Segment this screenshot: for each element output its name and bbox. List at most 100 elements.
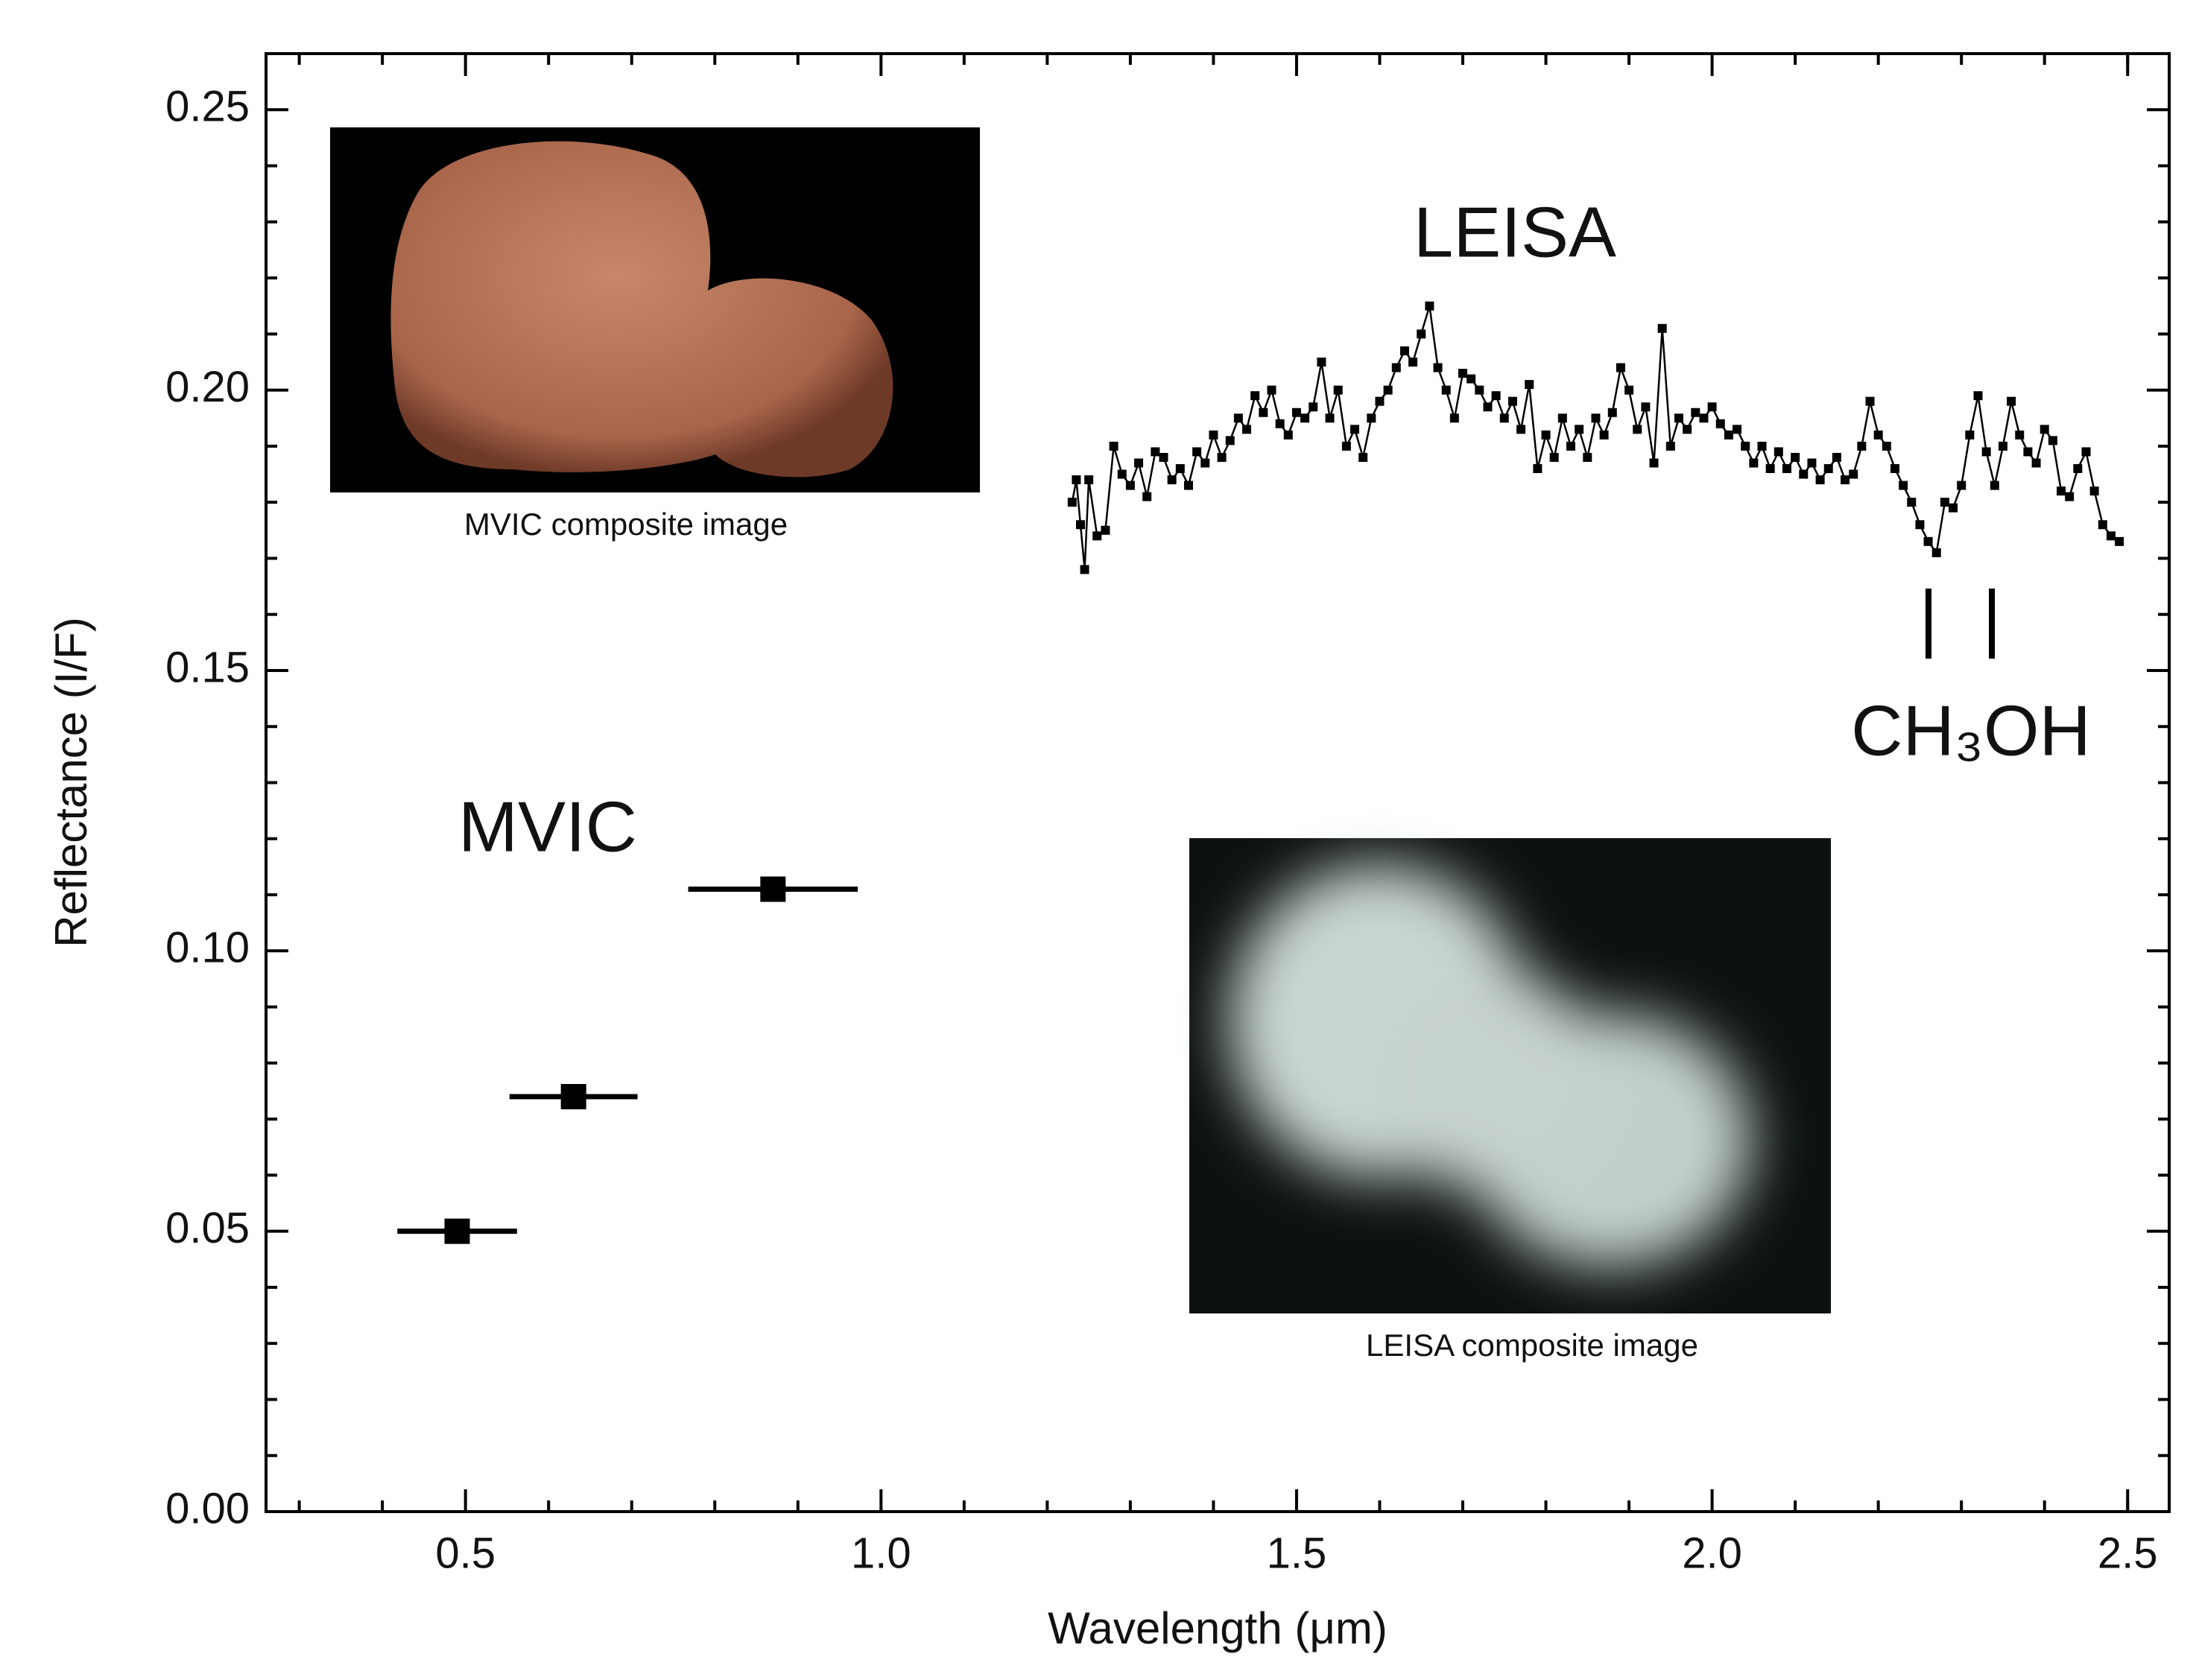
spectrum-point (1109, 441, 1119, 451)
spectrum-point (1557, 413, 1567, 423)
spectrum-point (1583, 452, 1592, 462)
spectrum-point (1491, 391, 1501, 401)
spectrum-point (1998, 441, 2007, 451)
spectrum-point (1683, 425, 1692, 434)
spectrum-point (1399, 346, 1409, 355)
annotation: CH₃OH (1851, 691, 2091, 770)
spectrum-point (1923, 536, 1933, 546)
spectrum-point (1981, 447, 1991, 457)
spectrum-point (1325, 413, 1335, 423)
spectrum-point (1441, 385, 1451, 395)
inset-caption: LEISA composite image (1366, 1328, 1698, 1363)
spectrum-point (1674, 413, 1683, 423)
spectrum-point (1233, 413, 1243, 423)
spectrum-point (1607, 408, 1617, 417)
spectrum-point (2115, 536, 2124, 546)
x-axis-label: Wavelength (μm) (1048, 1603, 1388, 1653)
spectrum-point (1341, 441, 1351, 451)
spectrum-point (1072, 475, 1081, 485)
spectrum-point (1101, 525, 1110, 535)
spectrum-point (1075, 520, 1085, 530)
spectrum-point (1117, 469, 1127, 479)
spectrum-point (1167, 475, 1177, 485)
spectrum-point (1300, 413, 1310, 423)
spectrum-point (1533, 463, 1543, 473)
spectrum-point (1957, 481, 1967, 490)
spectrum-point (1699, 413, 1709, 423)
spectrum-point (1350, 425, 1360, 434)
spectrum-point (1832, 452, 1841, 462)
spectrum-point (1317, 357, 1326, 367)
spectrum-point (2081, 447, 2091, 457)
spectrum-point (1151, 447, 1160, 457)
spectrum-point (1715, 419, 1725, 428)
spectrum-point (1749, 458, 1759, 468)
spectrum-point (1084, 475, 1094, 485)
y-tick-label: 0.15 (165, 643, 250, 691)
spectrum-point (1375, 396, 1385, 406)
spectrum-point (1807, 458, 1817, 468)
spectrum-point (1475, 385, 1484, 395)
spectrum-point (1250, 391, 1260, 401)
x-tick-label: 1.5 (1267, 1529, 1327, 1577)
y-axis-label: Reflectance (I/F) (46, 617, 96, 947)
spectrum-point (1657, 323, 1667, 333)
spectrum-point (1733, 425, 1742, 434)
spectrum-point (1134, 458, 1144, 468)
spectrum-point (1624, 385, 1634, 395)
spectrum-point (1267, 385, 1276, 395)
spectrum-point (1591, 413, 1601, 423)
spectrum-point (1823, 463, 1833, 473)
spectrum-point (1242, 425, 1252, 434)
y-tick-label: 0.10 (165, 924, 250, 972)
spectrum-point (1200, 458, 1210, 468)
inset-caption: MVIC composite image (464, 507, 788, 542)
spectrum-point (1525, 380, 1534, 390)
point (760, 876, 786, 902)
spectrum-point (1499, 413, 1509, 423)
spectrum-point (1217, 452, 1227, 462)
spectrum-point (1142, 492, 1152, 501)
spectrum-point (1949, 503, 1958, 513)
x-tick-label: 2.5 (2098, 1529, 2158, 1577)
spectrum-point (1507, 396, 1517, 406)
spectrum-point (1665, 441, 1675, 451)
spectrum-point (1183, 481, 1193, 490)
spectrum-point (1774, 447, 1783, 457)
spectrum-point (1358, 452, 1368, 462)
spectrum-point (1449, 413, 1459, 423)
spectrum-point (1125, 481, 1135, 490)
spectrum-point (1309, 402, 1318, 412)
spectrum-point (1641, 402, 1651, 412)
spectrum-point (2089, 486, 2099, 496)
spectrum-point (1516, 425, 1526, 434)
spectrum-point (1092, 531, 1102, 541)
spectrum-point (1209, 430, 1218, 440)
spectrum-point (2031, 458, 2041, 468)
spectrum-point (1367, 413, 1376, 423)
spectrum-point (1841, 475, 1850, 485)
spectrum-point (1458, 369, 1468, 378)
spectrum-point (1799, 469, 1809, 479)
spectrum-point (1940, 498, 1949, 507)
spectrum-point (1724, 430, 1733, 440)
spectrum-point (2073, 463, 2083, 473)
spectrum-point (2098, 520, 2107, 530)
spectrum-point (1192, 447, 1202, 457)
spectrum-point (2007, 396, 2016, 406)
spectrum-point (1541, 430, 1551, 440)
mvic-inset (330, 127, 980, 492)
spectrum-point (1333, 385, 1343, 395)
spectrum-point (2065, 492, 2075, 501)
spectrum-point (1383, 385, 1393, 395)
spectrum-point (1865, 396, 1875, 406)
spectrum-point (1175, 463, 1185, 473)
y-tick-label: 0.25 (165, 83, 250, 131)
spectrum-point (1757, 441, 1767, 451)
spectrum-point (1291, 408, 1301, 417)
spectrum-point (1973, 391, 1983, 401)
spectrum-point (1575, 425, 1584, 434)
spectrum-point (1849, 469, 1858, 479)
spectrum-point (2015, 430, 2025, 440)
spectrum-point (2040, 425, 2049, 434)
